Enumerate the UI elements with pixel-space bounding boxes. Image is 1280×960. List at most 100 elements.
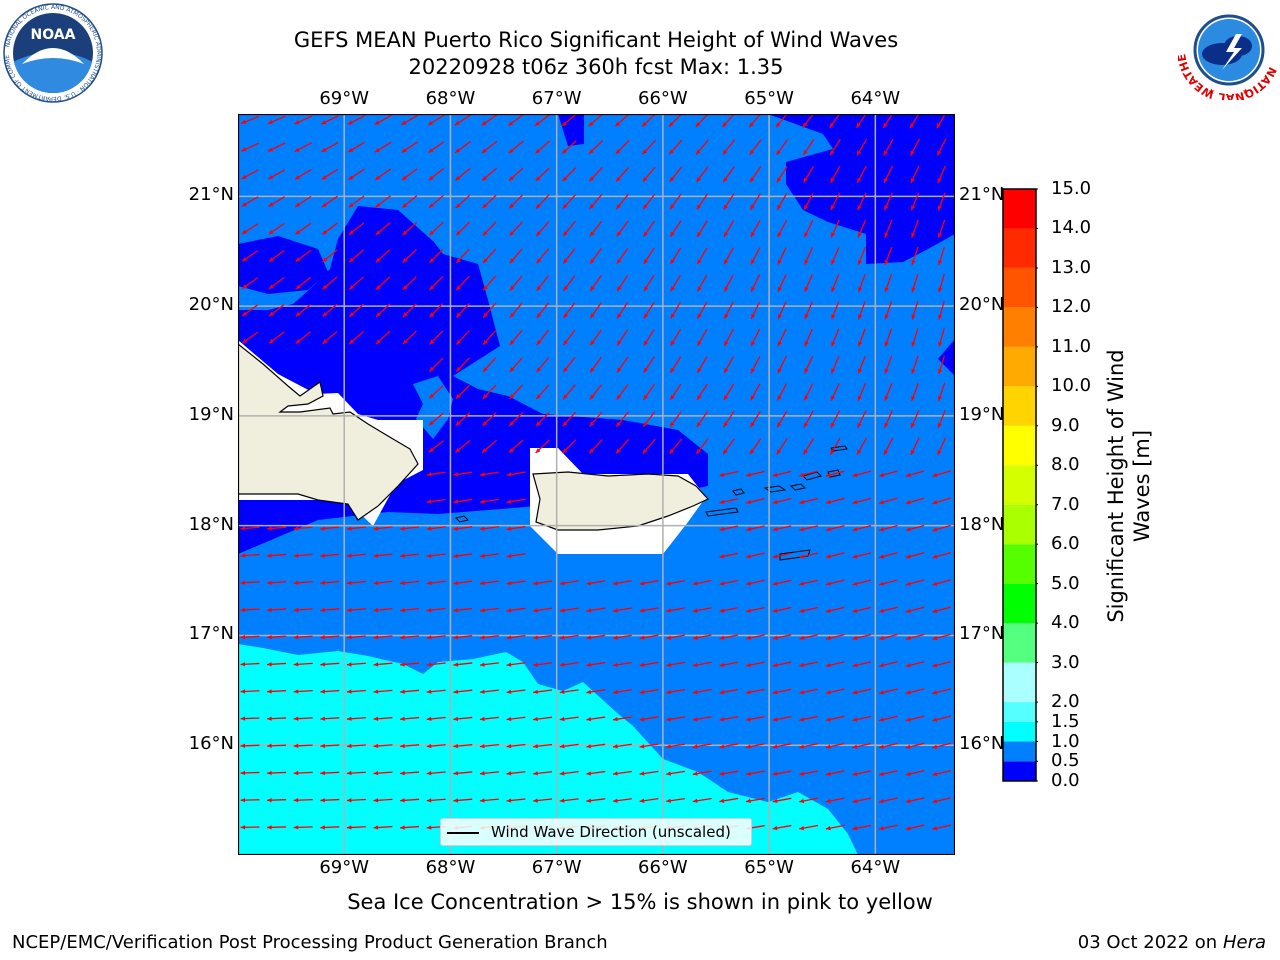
wave-direction-arrow [719, 688, 739, 695]
lat-tick-label-left: 17°N [188, 623, 234, 645]
wave-direction-arrow [295, 303, 312, 317]
wave-direction-arrow [268, 304, 285, 317]
wave-direction-arrow [295, 249, 312, 263]
colorbar-segment [1003, 741, 1036, 762]
wave-direction-arrow [453, 471, 473, 477]
wave-direction-arrow [241, 169, 259, 180]
wave-direction-arrow [745, 607, 765, 613]
colorbar-tick-label: 6.0 [1051, 533, 1080, 555]
wave-direction-arrow [777, 355, 787, 374]
wave-direction-arrow [772, 824, 792, 831]
wave-direction-arrow [696, 247, 708, 265]
wave-direction-arrow [799, 743, 819, 749]
wave-direction-arrow [692, 607, 712, 613]
wave-direction-arrow [937, 437, 947, 456]
lon-tick-label-top: 64°W [850, 88, 901, 109]
wave-direction-arrow [932, 497, 951, 505]
wave-direction-arrow [911, 355, 919, 375]
wave-direction-arrow [479, 553, 499, 559]
wave-direction-arrow [426, 716, 446, 722]
wave-direction-arrow [932, 715, 951, 722]
wave-direction-arrow [670, 301, 681, 319]
wave-direction-arrow [696, 220, 708, 238]
wave-direction-arrow [509, 329, 523, 346]
wave-direction-arrow [937, 382, 946, 402]
wave-direction-arrow [346, 553, 366, 558]
wave-direction-arrow [240, 662, 260, 667]
wave-direction-arrow [905, 606, 925, 613]
wave-direction-arrow [772, 470, 792, 477]
wave-direction-arrow [348, 222, 365, 236]
wave-direction-arrow [481, 167, 497, 182]
wave-direction-arrow [937, 219, 946, 239]
wave-direction-arrow [400, 689, 420, 694]
wave-direction-arrow [268, 196, 286, 208]
wave-direction-arrow [267, 689, 287, 694]
wave-direction-arrow [639, 607, 659, 613]
wave-direction-arrow [905, 552, 925, 559]
wave-direction-arrow [426, 662, 446, 667]
wave-direction-arrow [830, 383, 840, 401]
wave-direction-arrow [884, 246, 893, 266]
credit-text: NCEP/EMC/Verification Post Processing Pr… [12, 932, 608, 953]
wave-direction-arrow [401, 114, 419, 126]
wave-direction-arrow [508, 167, 524, 182]
wave-direction-arrow [879, 524, 898, 532]
wave-direction-arrow [373, 770, 393, 776]
wave-direction-arrow [750, 301, 761, 320]
wave-direction-arrow [745, 688, 765, 695]
wave-direction-arrow [241, 331, 259, 344]
wave-direction-arrow [722, 166, 735, 183]
wave-direction-arrow [241, 304, 259, 317]
wave-direction-arrow [559, 798, 579, 803]
wave-direction-arrow [777, 274, 787, 293]
wave-direction-arrow [669, 383, 682, 401]
wave-direction-arrow [857, 355, 866, 374]
wave-direction-arrow [696, 193, 709, 210]
wave-direction-arrow [589, 302, 602, 319]
wave-direction-arrow [508, 140, 524, 154]
wave-direction-arrow [346, 716, 366, 721]
wave-direction-arrow [884, 274, 893, 293]
wave-direction-arrow [616, 220, 629, 237]
wave-direction-arrow [240, 580, 260, 585]
wave-direction-arrow [695, 114, 709, 128]
wave-direction-arrow [932, 470, 951, 478]
lat-tick-label-right: 19°N [959, 403, 1005, 425]
wave-direction-arrow [373, 635, 393, 640]
wave-direction-arrow [426, 635, 446, 640]
wave-direction-arrow [561, 140, 577, 155]
lat-tick-label-right: 20°N [959, 294, 1005, 316]
wave-direction-arrow [666, 579, 686, 586]
wave-direction-arrow [429, 330, 444, 345]
wave-direction-arrow [373, 825, 393, 830]
wave-direction-arrow [932, 552, 951, 559]
lat-tick-label-left: 18°N [188, 513, 234, 535]
wave-direction-arrow [911, 219, 919, 238]
wave-direction-arrow [804, 355, 814, 374]
colorbar-tick-label: 3.0 [1051, 651, 1080, 673]
colorbar-segment [1003, 346, 1036, 387]
wave-direction-arrow [825, 688, 845, 695]
wave-direction-arrow [426, 580, 446, 586]
wave-direction-arrow [267, 142, 286, 152]
wave-direction-arrow [750, 328, 761, 347]
wave-direction-arrow [293, 580, 313, 585]
wave-direction-arrow [293, 553, 313, 558]
wind-wave-direction-arrows [240, 114, 952, 831]
wave-direction-arrow [692, 661, 712, 668]
wave-direction-arrow [509, 357, 523, 373]
wave-direction-arrow [883, 165, 894, 184]
wave-direction-arrow [852, 742, 872, 749]
wave-direction-arrow [666, 688, 686, 695]
wave-direction-arrow [268, 222, 285, 235]
wave-direction-arrow [772, 497, 792, 505]
wave-direction-arrow [666, 607, 686, 613]
island-culebra [732, 488, 745, 496]
wave-direction-arrow [746, 470, 765, 477]
wave-direction-arrow [750, 356, 761, 374]
wave-direction-arrow [938, 328, 945, 347]
wave-direction-arrow [772, 579, 792, 586]
wave-direction-arrow [453, 743, 473, 749]
